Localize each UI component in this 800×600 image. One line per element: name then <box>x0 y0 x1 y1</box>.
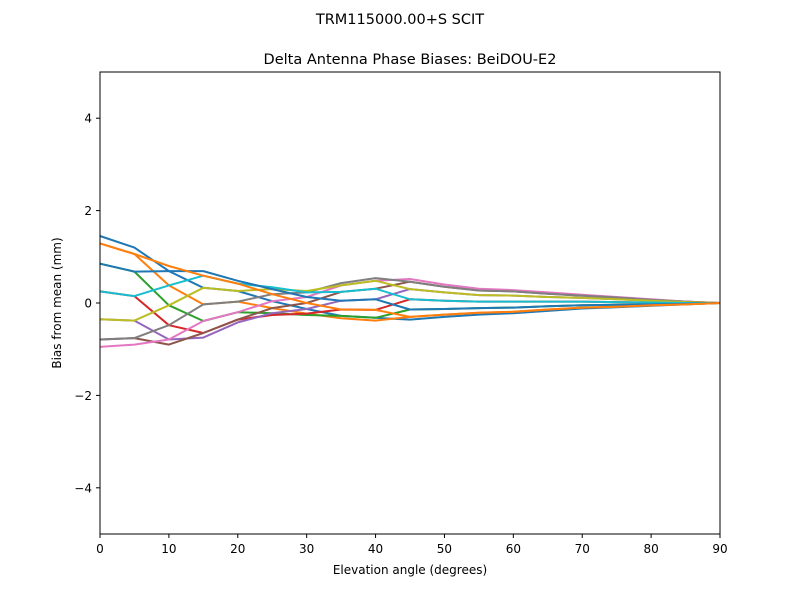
series-line-8 <box>99 279 721 322</box>
x-tick-label: 90 <box>712 542 727 556</box>
x-tick-label: 60 <box>506 542 521 556</box>
series-line-10 <box>99 262 721 311</box>
y-axis: −4 −2 0 2 4 <box>74 112 100 495</box>
y-tick-label: 4 <box>84 112 92 126</box>
series-line-4 <box>99 288 721 341</box>
x-tick-label: 70 <box>575 542 590 556</box>
x-axis-label: Elevation angle (degrees) <box>333 563 487 577</box>
x-tick-label: 30 <box>299 542 314 556</box>
x-tick-label: 20 <box>230 542 245 556</box>
series-line-7 <box>99 277 721 341</box>
x-tick-label: 10 <box>161 542 176 556</box>
figure-suptitle: TRM115000.00+S SCIT <box>315 12 484 28</box>
x-tick-label: 40 <box>368 542 383 556</box>
y-tick-label: 0 <box>84 297 92 311</box>
x-axis: 0 10 20 30 40 50 60 70 80 90 <box>96 534 728 556</box>
x-tick-label: 80 <box>643 542 658 556</box>
series-line-11 <box>99 242 721 318</box>
y-tick-label: 2 <box>84 204 92 218</box>
y-tick-label: −4 <box>74 481 92 495</box>
chart-title: Delta Antenna Phase Biases: BeiDOU-E2 <box>264 52 557 68</box>
series-line-5 <box>99 280 721 346</box>
y-axis-label: Bias from mean (mm) <box>50 237 64 368</box>
series-lines <box>99 235 721 348</box>
y-tick-label: −2 <box>74 389 92 403</box>
x-tick-label: 0 <box>96 542 104 556</box>
x-tick-label: 50 <box>437 542 452 556</box>
